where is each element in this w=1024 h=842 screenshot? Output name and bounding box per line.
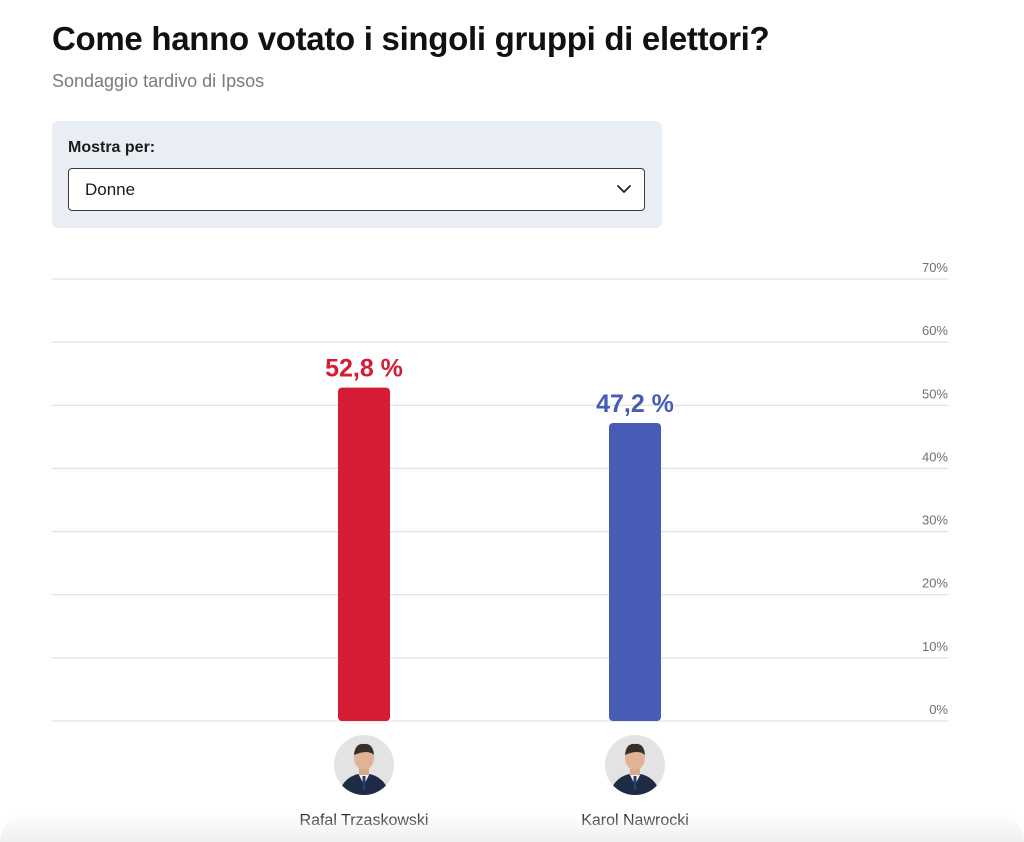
y-tick-label: 60%: [922, 323, 948, 338]
y-tick-label: 20%: [922, 576, 948, 591]
filter-label: Mostra per:: [68, 139, 156, 156]
y-tick-label: 30%: [922, 513, 948, 528]
group-select-value: Donne: [85, 180, 136, 199]
y-tick-label: 50%: [922, 386, 948, 401]
y-tick-label: 0%: [929, 702, 948, 717]
bar-value-label: 52,8 %: [325, 355, 403, 383]
y-tick-label: 10%: [922, 639, 948, 654]
avatar: [334, 735, 394, 795]
bar-trzaskowski[interactable]: [338, 387, 390, 721]
chevron-down-icon: [617, 185, 631, 193]
group-select[interactable]: Donne: [68, 168, 645, 211]
page-title: Come hanno votato i singoli gruppi di el…: [52, 20, 770, 57]
filter-panel: Mostra per: Donne: [52, 121, 662, 228]
avatar: [605, 735, 665, 795]
y-tick-label: 70%: [922, 260, 948, 275]
bar-value-label: 47,2 %: [596, 390, 674, 418]
bar-nawrocki[interactable]: [609, 422, 661, 721]
y-tick-label: 40%: [922, 449, 948, 464]
bottom-fade: [0, 812, 1024, 842]
page-subtitle: Sondaggio tardivo di Ipsos: [52, 71, 265, 91]
